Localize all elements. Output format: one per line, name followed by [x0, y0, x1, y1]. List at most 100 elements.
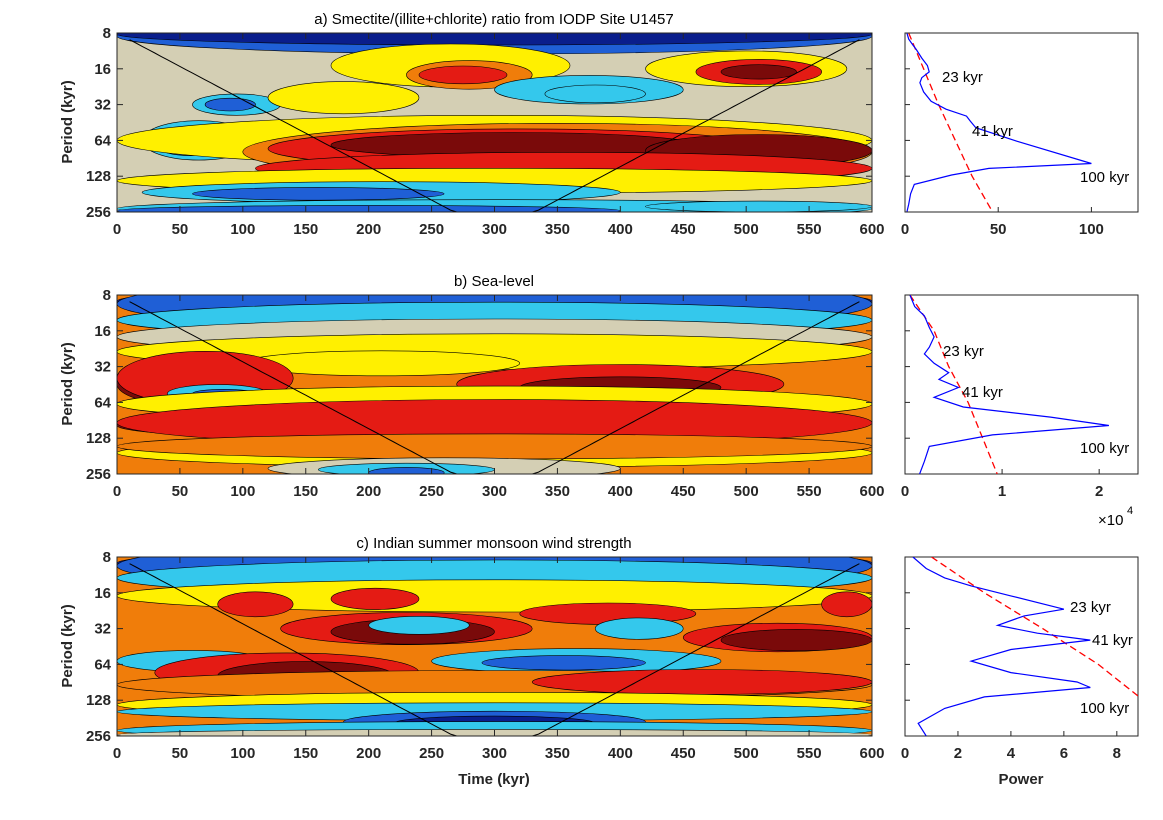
spectrum-frame — [904, 556, 1139, 737]
y-tick-label: 128 — [86, 430, 111, 447]
panel-c-x-ticks: 0 50 100 150 200 250 300 350 400 450 500 550 600 — [113, 557, 885, 762]
x-tick-label: 150 — [293, 483, 318, 500]
x-tick-label: 500 — [734, 745, 759, 762]
spectrum-xlabel: Power — [998, 771, 1043, 788]
spectrum-multiplier: ×10 4 — [1098, 505, 1133, 529]
spectrum-x-tick-label: 100 — [1079, 221, 1104, 238]
y-tick-label: 16 — [94, 585, 111, 602]
spectrum-x-tick-label: 4 — [1007, 745, 1016, 762]
panel-b-ylabel: Period (kyr) — [59, 342, 76, 425]
panel-c-y-ticks: 8 16 32 64 128 256 — [86, 549, 872, 745]
panel-b-significance-line — [909, 295, 998, 474]
x-tick-label: 150 — [293, 745, 318, 762]
panel-c: c) Indian summer monsoon wind strength 0… — [59, 535, 1139, 788]
multiplier-exponent: 4 — [1127, 505, 1133, 517]
contour-fill — [720, 64, 797, 80]
x-tick-label: 450 — [671, 745, 696, 762]
panel-a-spectrum-x-ticks: 0 50 100 — [901, 32, 1104, 238]
panel-b-wavelet — [117, 295, 872, 474]
spectrum-x-tick-label: 0 — [901, 745, 909, 762]
y-tick-label: 32 — [94, 359, 111, 376]
y-tick-label: 256 — [86, 728, 111, 745]
y-tick-label: 16 — [94, 61, 111, 78]
contour-fill — [330, 587, 420, 610]
panel-c-contour-fills — [117, 557, 872, 736]
contour-fill — [481, 655, 646, 671]
x-tick-label: 600 — [859, 745, 884, 762]
y-tick-label: 128 — [86, 168, 111, 185]
panel-b-x-ticks: 0 50 100 150 200 250 300 350 400 450 500 550 600 — [113, 295, 885, 500]
panel-c-xlabel: Time (kyr) — [458, 771, 529, 788]
annotation-41kyr: 41 kyr — [962, 384, 1003, 401]
x-tick-label: 500 — [734, 483, 759, 500]
y-tick-label: 128 — [86, 692, 111, 709]
spectrum-x-tick-label: 2 — [1095, 483, 1103, 500]
contour-fill — [544, 84, 646, 104]
x-tick-label: 50 — [172, 221, 189, 238]
annotation-23kyr: 23 kyr — [943, 343, 984, 360]
x-tick-label: 400 — [608, 745, 633, 762]
annotation-100kyr: 100 kyr — [1080, 700, 1129, 717]
panel-a-ylabel: Period (kyr) — [59, 80, 76, 163]
y-tick-label: 16 — [94, 323, 111, 340]
x-tick-label: 150 — [293, 221, 318, 238]
contour-fill — [531, 669, 872, 695]
x-tick-label: 600 — [859, 221, 884, 238]
x-tick-label: 350 — [545, 745, 570, 762]
contour-fill — [418, 65, 508, 85]
contour-fill — [368, 467, 445, 474]
panel-a-spectrum: 0 50 100 23 kyr 41 kyr 100 kyr — [901, 32, 1139, 238]
x-tick-label: 500 — [734, 221, 759, 238]
contour-fill — [204, 97, 256, 112]
x-tick-label: 0 — [113, 483, 121, 500]
x-tick-label: 200 — [356, 221, 381, 238]
x-tick-label: 0 — [113, 745, 121, 762]
panel-b-spectrum-x-ticks: 0 1 2 — [901, 294, 1103, 500]
x-tick-label: 400 — [608, 483, 633, 500]
y-tick-label: 256 — [86, 466, 111, 483]
annotation-41kyr: 41 kyr — [1092, 632, 1133, 649]
spectrum-x-tick-label: 6 — [1060, 745, 1068, 762]
x-tick-label: 550 — [797, 483, 822, 500]
panel-b-cone-of-influence — [129, 301, 860, 474]
panel-a-cone-of-influence — [129, 39, 860, 212]
panel-b-contour-fills — [117, 295, 872, 474]
x-tick-label: 100 — [230, 483, 255, 500]
y-tick-label: 32 — [94, 97, 111, 114]
panel-a-wavelet — [117, 33, 872, 212]
y-tick-label: 64 — [94, 656, 111, 673]
panel-a-x-ticks: 0 50 100 150 200 250 300 350 400 450 500 550 600 — [113, 33, 885, 238]
panel-b-power-line — [909, 295, 1109, 474]
x-tick-label: 300 — [482, 745, 507, 762]
multiplier-base: ×10 — [1098, 512, 1123, 529]
panel-c-wavelet — [117, 557, 872, 736]
panel-a-y-ticks: 8 16 32 64 128 256 — [86, 25, 872, 221]
x-tick-label: 350 — [545, 483, 570, 500]
panel-c-power-line — [912, 557, 1091, 736]
contour-fill — [821, 591, 872, 618]
panel-c-spectrum: 0 2 4 6 8 23 kyr 41 kyr 100 kyr Power — [901, 556, 1139, 788]
y-tick-label: 64 — [94, 132, 111, 149]
x-tick-label: 50 — [172, 483, 189, 500]
x-tick-label: 250 — [419, 221, 444, 238]
panel-a: a) Smectite/(illite+chlorite) ratio from… — [59, 11, 1139, 238]
x-tick-label: 400 — [608, 221, 633, 238]
x-tick-label: 300 — [482, 221, 507, 238]
x-tick-label: 100 — [230, 745, 255, 762]
y-tick-label: 32 — [94, 621, 111, 638]
contour-fill — [645, 200, 872, 212]
x-tick-label: 600 — [859, 483, 884, 500]
contour-fill — [192, 187, 445, 201]
y-tick-label: 64 — [94, 394, 111, 411]
y-tick-label: 8 — [103, 287, 111, 304]
contour-fill — [217, 591, 294, 618]
contour-fill — [594, 617, 684, 640]
x-tick-label: 550 — [797, 221, 822, 238]
x-tick-label: 450 — [671, 221, 696, 238]
x-tick-label: 250 — [419, 745, 444, 762]
spectrum-x-tick-label: 1 — [998, 483, 1006, 500]
annotation-100kyr: 100 kyr — [1080, 169, 1129, 186]
annotation-100kyr: 100 kyr — [1080, 440, 1129, 457]
panel-b-title: b) Sea-level — [454, 273, 534, 290]
